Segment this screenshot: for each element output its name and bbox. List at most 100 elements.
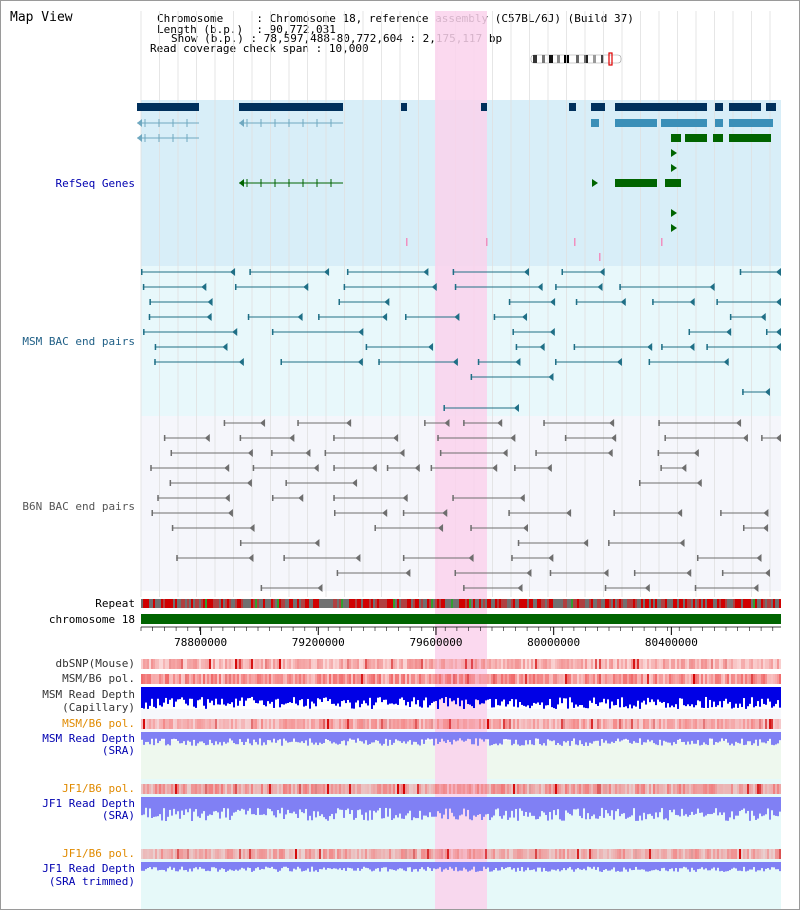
read-depth-bar — [525, 732, 527, 741]
read-depth-bar — [489, 732, 491, 746]
polymorphism-bar — [397, 719, 399, 729]
b6n-bac-pair-end — [721, 570, 724, 576]
polymorphism-bar — [431, 674, 433, 684]
polymorphism-bar — [547, 849, 549, 859]
polymorphism-bar — [733, 674, 735, 684]
polymorphism-bar — [227, 849, 229, 859]
read-depth-bar — [179, 687, 181, 700]
repeat-block — [499, 599, 501, 608]
read-depth-bar — [267, 687, 269, 702]
read-depth-bar — [545, 732, 547, 746]
refseq-genes-track[interactable] — [137, 103, 776, 261]
read-depth-bar — [549, 687, 551, 699]
track-label-refseq[interactable]: RefSeq Genes — [56, 177, 135, 190]
read-depth-bar — [637, 862, 639, 870]
repeat-block — [735, 599, 737, 608]
polymorphism-bar — [711, 719, 713, 729]
repeat-block — [403, 599, 405, 608]
msm-bac-pair-arrow — [726, 328, 732, 336]
polymorphism-bar — [375, 849, 377, 859]
repeat-block — [595, 599, 597, 608]
polymorphism-bar — [393, 784, 395, 794]
chromosome-ideogram[interactable] — [530, 52, 622, 66]
polymorphism-bar — [221, 719, 223, 729]
read-depth-bar — [361, 862, 363, 869]
polymorphism-bar — [663, 674, 665, 684]
polymorphism-bar — [697, 659, 699, 669]
polymorphism-bar — [507, 719, 509, 729]
read-depth-bar — [211, 732, 213, 744]
polymorphism-bar — [223, 719, 225, 729]
polymorphism-bar — [665, 674, 667, 684]
repeat-block — [211, 599, 213, 608]
repeat-block — [433, 599, 435, 608]
read-depth-bar — [397, 797, 399, 818]
polymorphism-bar — [667, 674, 669, 684]
read-depth-bar — [767, 797, 769, 809]
repeat-block — [449, 599, 451, 608]
polymorphism-bar — [309, 849, 311, 859]
read-depth-bar — [313, 797, 315, 812]
polymorphism-bar — [763, 659, 765, 669]
track-label-msm-bac[interactable]: MSM BAC end pairs — [22, 335, 135, 348]
read-depth-bar — [575, 797, 577, 810]
repeat-block — [515, 599, 517, 608]
msm-bac-pair-arrow — [689, 343, 695, 351]
polymorphism-bar — [623, 674, 625, 684]
msm-bac-track[interactable] — [141, 268, 781, 412]
axis-tick-label: 80400000 — [645, 636, 698, 649]
msm-bac-pair-end — [452, 269, 455, 275]
polymorphism-bar — [477, 659, 479, 669]
polymorphism-bar — [173, 719, 175, 729]
repeat-block — [667, 599, 669, 608]
read-depth-bar — [383, 797, 385, 819]
polymorphism-bar — [769, 719, 771, 729]
polymorphism-bar — [717, 849, 719, 859]
polymorphism-bar — [209, 659, 211, 669]
repeat-block — [729, 599, 731, 608]
b6n-bac-pair-arrow — [583, 539, 589, 547]
polymorphism-bar — [337, 719, 339, 729]
polymorphism-bar — [511, 784, 513, 794]
read-depth-bar — [715, 687, 717, 707]
polymorphism-bar — [171, 784, 173, 794]
b6n-bac-pair-end — [535, 450, 537, 456]
polymorphism-bar — [341, 849, 343, 859]
highlight-region — [435, 11, 487, 909]
read-depth-bar — [269, 732, 271, 741]
repeat-block — [649, 599, 651, 608]
read-depth-bar — [251, 862, 253, 872]
b6n-bac-pair-arrow — [346, 419, 352, 427]
polymorphism-bar — [749, 719, 751, 729]
track-label-b6n-bac[interactable]: B6N BAC end pairs — [22, 500, 135, 513]
polymorphism-bar — [267, 674, 269, 684]
polymorphism-bar — [637, 849, 639, 859]
polymorphism-bar — [167, 674, 169, 684]
polymorphism-bar — [691, 719, 693, 729]
read-depth-bar — [271, 862, 273, 867]
read-depth-bar — [663, 687, 665, 702]
read-depth-bar — [287, 732, 289, 743]
read-depth-bar — [607, 687, 609, 700]
polymorphism-bar — [275, 719, 277, 729]
b6n-bac-pair-end — [333, 435, 335, 441]
read-depth-bar — [647, 797, 649, 815]
polymorphism-bar — [761, 719, 763, 729]
read-depth-bar — [255, 797, 257, 816]
polymorphism-bar — [481, 719, 483, 729]
polymorphism-bar — [411, 719, 413, 729]
read-depth-bar — [197, 687, 199, 701]
polymorphism-bar — [417, 784, 419, 794]
polymorphism-bar — [687, 784, 689, 794]
repeat-block — [147, 599, 149, 608]
read-depth-bar — [255, 732, 257, 743]
read-depth-bar — [717, 797, 719, 816]
read-depth-bar — [517, 797, 519, 821]
polymorphism-bar — [255, 784, 257, 794]
read-depth-bar — [299, 687, 301, 701]
polymorphism-bar — [309, 719, 311, 729]
b6n-bac-track[interactable] — [150, 419, 781, 592]
b6n-bac-pair-arrow — [763, 509, 769, 517]
read-depth-bar — [751, 687, 753, 698]
